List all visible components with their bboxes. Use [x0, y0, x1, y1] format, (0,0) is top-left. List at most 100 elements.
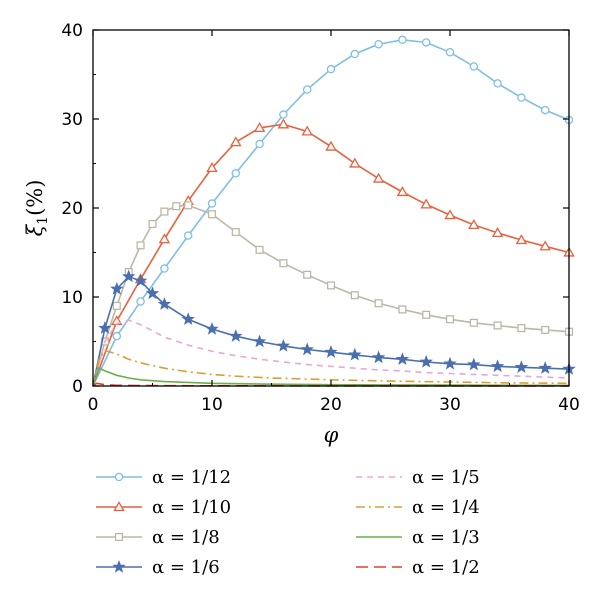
- series-2: [92, 118, 575, 387]
- data-point: [540, 105, 550, 115]
- data-point: [157, 297, 172, 310]
- data-point: [229, 329, 243, 342]
- legend-item-6: α = 1/4: [356, 497, 480, 518]
- y-axis-label: ξ1(%): [23, 180, 51, 237]
- data-point: [121, 269, 136, 283]
- data-point: [396, 186, 409, 197]
- data-point: [207, 210, 217, 219]
- x-tick-label: 30: [439, 395, 461, 415]
- data-point: [348, 347, 362, 361]
- data-point: [252, 334, 267, 348]
- data-point: [255, 245, 264, 254]
- data-point: [112, 301, 121, 310]
- data-point: [301, 125, 313, 136]
- data-point: [469, 62, 479, 71]
- data-point: [184, 201, 193, 210]
- data-point: [538, 361, 552, 374]
- legend-label: α = 1/3: [412, 527, 480, 548]
- data-point: [205, 321, 219, 335]
- data-point: [148, 219, 157, 229]
- data-point: [279, 259, 288, 268]
- data-point: [491, 227, 504, 238]
- data-point: [422, 310, 431, 319]
- data-point: [325, 140, 337, 151]
- data-point: [145, 286, 160, 300]
- data-point: [541, 325, 550, 334]
- legend-label: α = 1/8: [152, 527, 220, 548]
- x-tick-label: 20: [320, 395, 342, 415]
- series-1: [92, 35, 574, 387]
- data-point: [303, 270, 312, 279]
- data-point: [350, 291, 359, 300]
- data-point: [158, 233, 171, 244]
- legend: α = 1/12 α = 1/10 α = 1/8 α = 1/6 α = 1/5 α =…: [96, 467, 480, 578]
- y-tick-label: 10: [61, 288, 83, 308]
- data-point: [421, 38, 431, 47]
- data-point: [276, 338, 291, 352]
- series-4: [92, 269, 576, 387]
- y-tick-label: 40: [61, 21, 83, 41]
- data-point: [183, 231, 193, 240]
- data-point: [493, 321, 502, 330]
- data-point: [444, 209, 456, 220]
- legend-item-3: α = 1/8: [96, 527, 220, 548]
- data-point: [445, 48, 455, 57]
- y-tick-label: 30: [61, 110, 83, 130]
- data-point: [469, 318, 478, 327]
- legend-label: α = 1/12: [152, 467, 231, 488]
- series-layer: [92, 35, 576, 387]
- data-point: [445, 315, 455, 324]
- legend-label: α = 1/5: [412, 467, 480, 488]
- y-axis-label-unit: (%): [23, 180, 47, 216]
- data-point: [490, 359, 505, 373]
- data-point: [326, 64, 336, 74]
- series-5: [92, 319, 570, 387]
- y-tick-label: 0: [72, 377, 83, 397]
- data-point: [374, 39, 383, 49]
- data-point: [443, 356, 457, 370]
- legend-item-7: α = 1/3: [356, 527, 480, 548]
- x-tick-label: 10: [201, 395, 223, 415]
- data-point: [136, 297, 145, 306]
- legend-label: α = 1/6: [152, 557, 220, 578]
- data-point: [468, 218, 480, 230]
- x-axis-label: φ: [324, 423, 339, 447]
- tick-layer: 0 10 20 30 40 0 10 20 30 40: [61, 21, 579, 415]
- data-point: [371, 350, 386, 364]
- data-point: [324, 345, 338, 358]
- data-point: [350, 49, 360, 59]
- legend-item-8: α = 1/2: [356, 557, 480, 578]
- y-axis-label-main: ξ: [23, 223, 47, 236]
- data-point: [231, 227, 240, 237]
- data-point: [349, 157, 361, 168]
- data-point: [112, 331, 122, 341]
- data-point: [374, 299, 383, 308]
- data-point: [517, 324, 526, 333]
- legend-item-5: α = 1/5: [356, 467, 480, 488]
- legend-item-1: α = 1/12: [96, 467, 231, 488]
- data-point: [302, 85, 312, 94]
- data-point: [398, 35, 407, 45]
- data-point: [133, 273, 148, 287]
- series-line-6: [92, 349, 570, 387]
- data-point: [172, 202, 181, 211]
- data-point: [255, 139, 264, 149]
- y-tick-label: 20: [61, 199, 83, 219]
- data-point: [398, 305, 407, 314]
- data-point: [395, 352, 410, 365]
- data-point: [467, 357, 481, 371]
- data-point: [110, 281, 124, 295]
- legend-marker: [112, 559, 126, 573]
- y-axis-label-subscript: 1: [35, 216, 51, 225]
- data-point: [206, 162, 218, 173]
- legend-label: α = 1/10: [152, 497, 231, 518]
- data-point: [419, 354, 433, 368]
- data-point: [207, 199, 217, 208]
- data-point: [98, 321, 112, 334]
- data-point: [160, 264, 169, 273]
- data-point: [517, 93, 526, 102]
- series-line-4: [92, 275, 570, 387]
- data-point: [493, 79, 502, 88]
- legend-item-2: α = 1/10: [96, 497, 231, 518]
